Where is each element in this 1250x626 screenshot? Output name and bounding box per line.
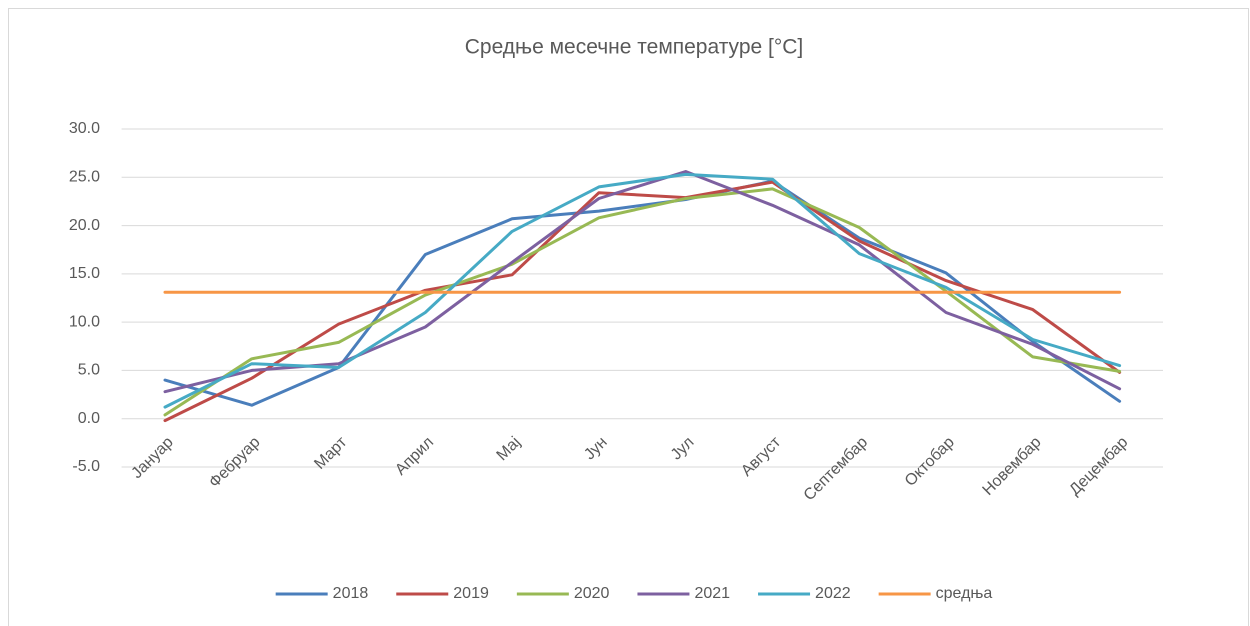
chart-border bbox=[8, 8, 1249, 626]
legend-label: 2019 bbox=[453, 585, 489, 602]
legend-label: 2020 bbox=[574, 585, 610, 602]
y-tick-label: 25.0 bbox=[69, 169, 100, 186]
y-tick-label: 0.0 bbox=[78, 410, 100, 427]
legend-label: 2021 bbox=[694, 585, 730, 602]
series-line bbox=[163, 187, 1122, 417]
legend-label: 2022 bbox=[815, 585, 851, 602]
y-tick-label: -5.0 bbox=[72, 458, 100, 475]
y-tick-label: 30.0 bbox=[69, 120, 100, 137]
y-tick-label: 15.0 bbox=[69, 265, 100, 282]
series-line bbox=[163, 180, 1122, 423]
series-line bbox=[163, 172, 1122, 409]
y-tick-label: 20.0 bbox=[69, 217, 100, 234]
y-tick-label: 10.0 bbox=[69, 313, 100, 330]
chart-title: Средње месечне температуре [°C] bbox=[465, 36, 804, 59]
legend-label: средња bbox=[936, 585, 993, 602]
y-tick-label: 5.0 bbox=[78, 362, 100, 379]
legend-label: 2018 bbox=[333, 585, 369, 602]
series-line bbox=[163, 170, 1122, 394]
